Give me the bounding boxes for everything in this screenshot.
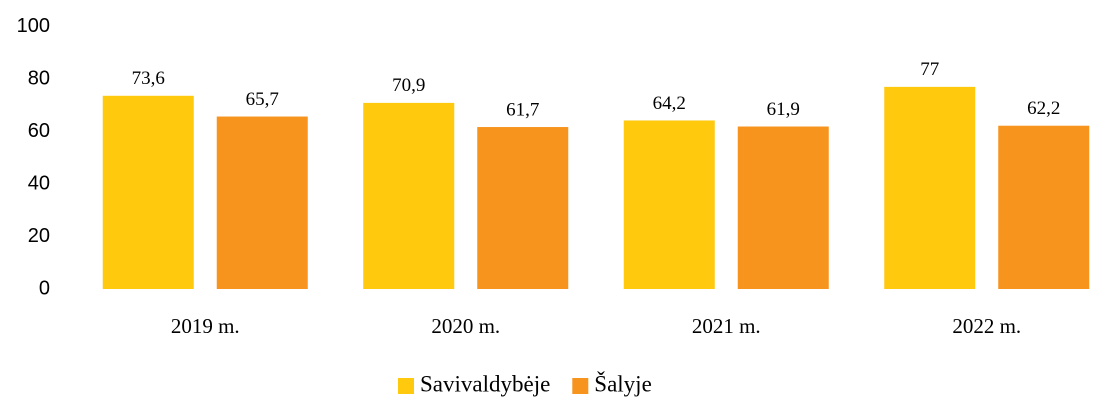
value-label: 61,9 [767, 99, 800, 120]
value-label: 64,2 [653, 93, 686, 114]
y-tick-label: 0 [39, 277, 50, 299]
x-tick-label: 2022 m. [952, 314, 1021, 338]
y-tick-label: 60 [28, 120, 50, 142]
legend-swatch [398, 378, 414, 394]
value-label: 65,7 [246, 89, 279, 110]
value-label: 61,7 [506, 99, 539, 120]
value-label: 77 [920, 59, 939, 80]
y-tick-label: 20 [28, 225, 50, 247]
x-tick-label: 2019 m. [171, 314, 240, 338]
value-label: 73,6 [132, 68, 165, 89]
value-label: 70,9 [392, 75, 425, 96]
bar [884, 86, 976, 289]
bar [477, 127, 569, 289]
bar [998, 125, 1090, 289]
legend-label: Savivaldybėje [420, 371, 550, 396]
bar [737, 126, 829, 289]
x-tick-label: 2021 m. [692, 314, 761, 338]
legend-swatch [572, 378, 589, 394]
bar [363, 102, 455, 289]
bar [102, 95, 194, 289]
legend-label: Šalyje [594, 370, 652, 396]
bar [216, 116, 308, 289]
y-tick-label: 100 [17, 15, 50, 37]
y-tick-label: 80 [28, 67, 50, 89]
bar [623, 120, 715, 289]
y-tick-label: 40 [28, 172, 50, 194]
x-tick-label: 2020 m. [431, 314, 500, 338]
value-label: 62,2 [1027, 98, 1060, 119]
